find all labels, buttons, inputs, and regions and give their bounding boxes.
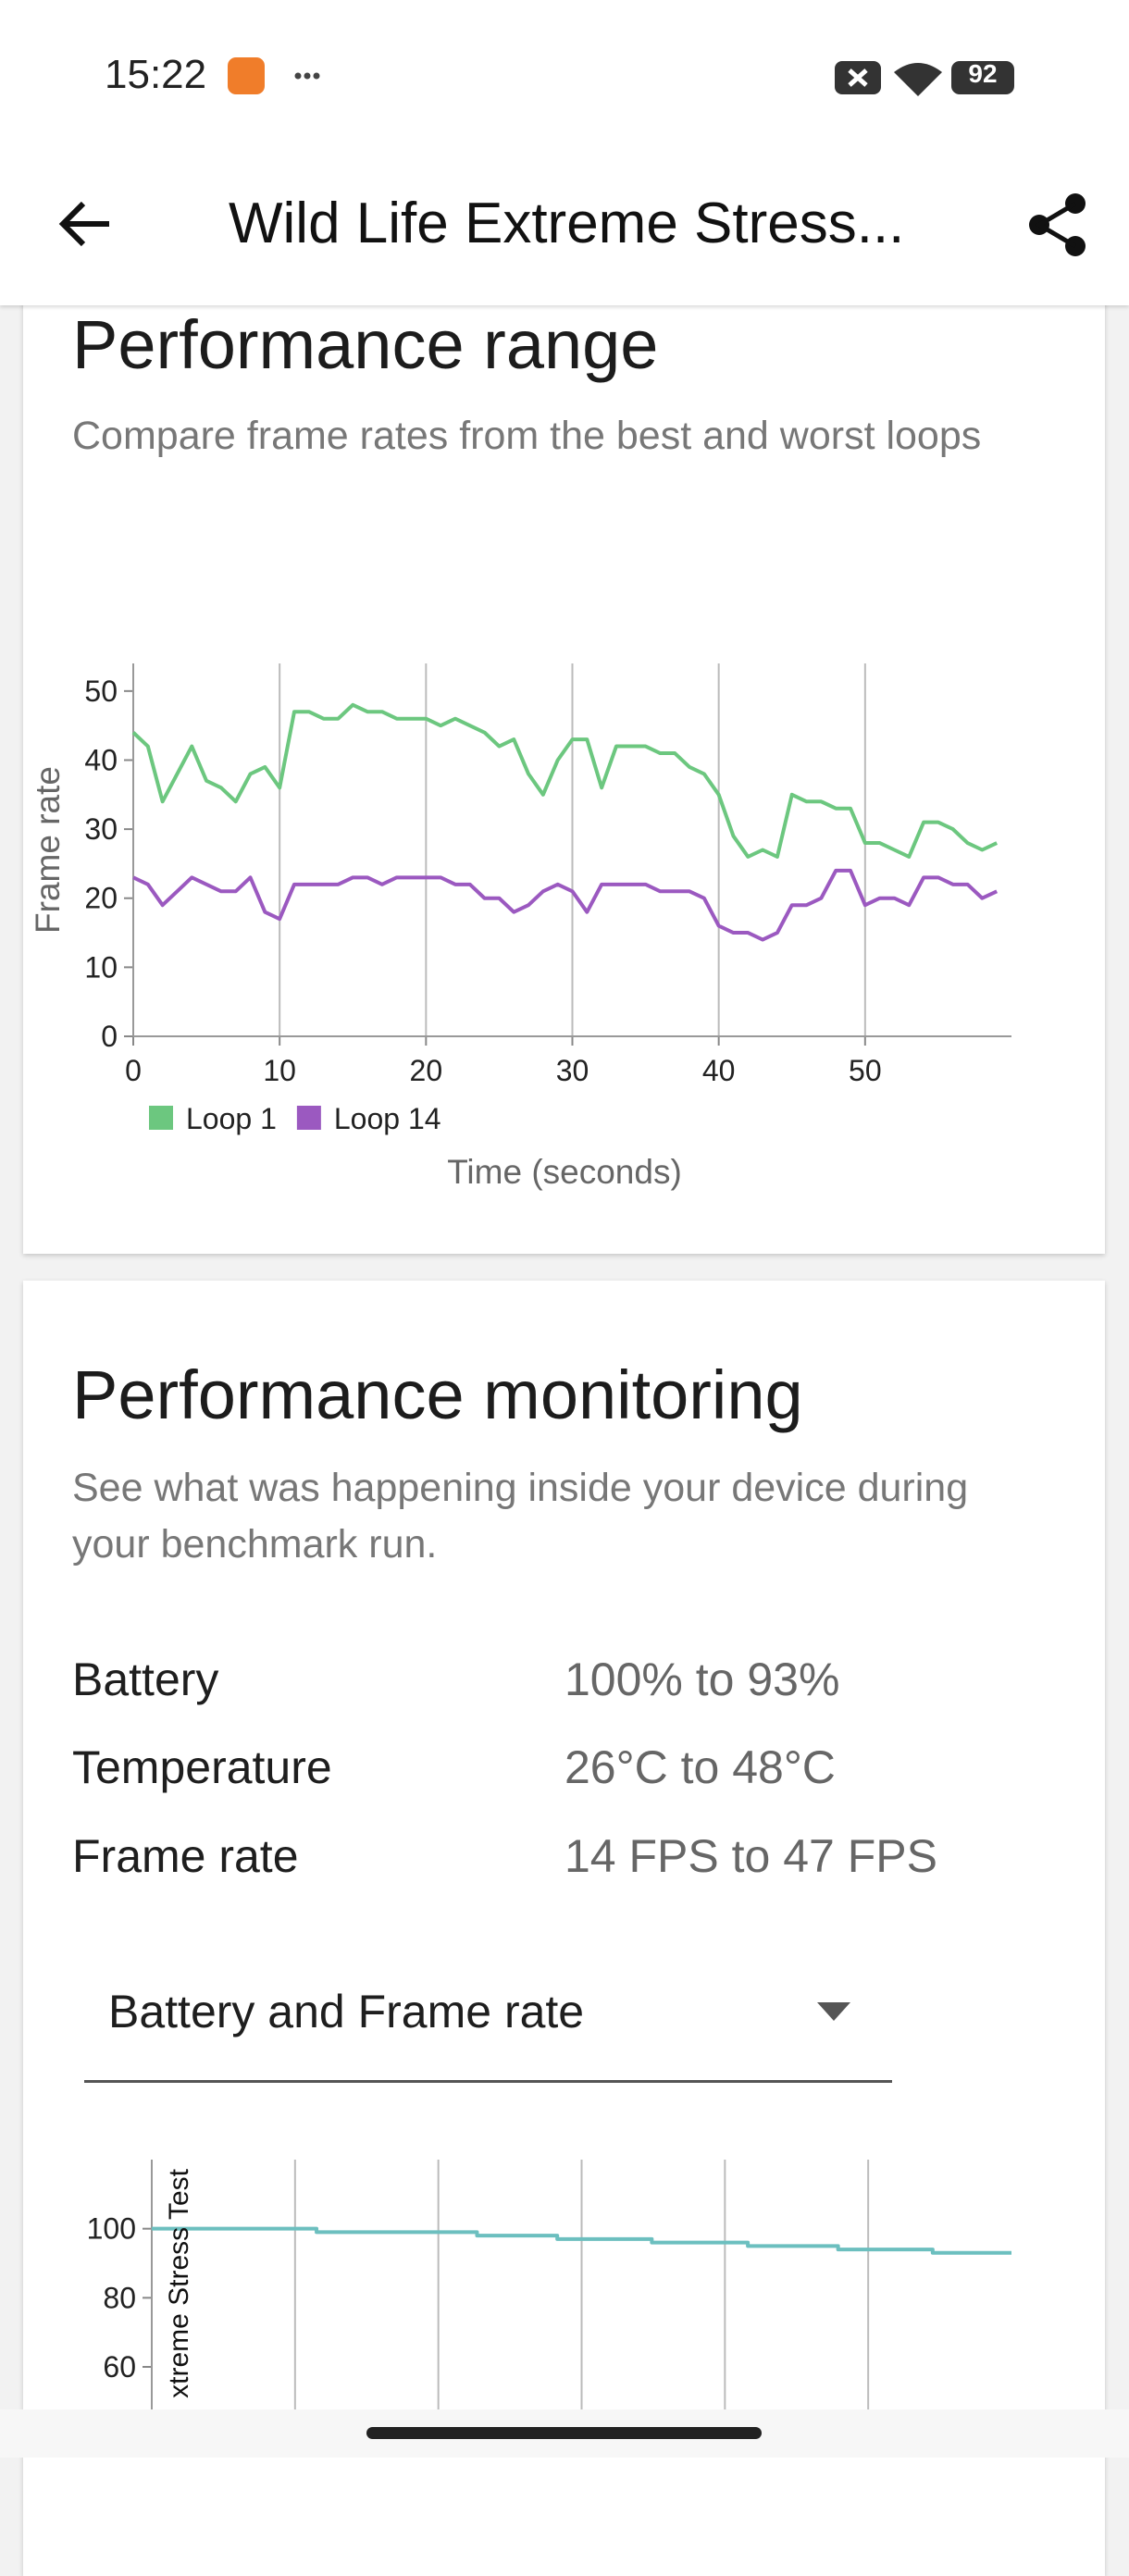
status-right-icons [835,61,1014,96]
legend-swatch [296,1106,321,1130]
y-tick-label: 40 [84,743,118,776]
y-tick-label: 30 [84,812,118,846]
y-axis-label: Frame rate [29,766,67,934]
y-tick-label: 20 [84,882,118,915]
y-tick-label: 100 [87,2212,136,2246]
x-tick-label: 0 [125,1054,142,1087]
app-title: Wild Life Extreme Stress... [229,192,905,255]
legend-swatch [149,1106,173,1130]
charts: 0 10 20 30 40 50 0 10 20 30 40 50 Frame rate Time (se… [29,663,1011,2409]
range-card [23,278,1105,1254]
dropdown[interactable]: Battery and Frame rate [84,1952,892,2083]
x-tick-label: 10 [263,1054,296,1087]
y-axis-label: xtreme Stress Test [164,2168,194,2398]
card-subtitle: See what was happening inside your devic… [72,1466,969,1567]
row-value: 14 FPS to 47 FPS [564,1830,937,1882]
y-tick-label: 50 [84,675,118,708]
card-title: Performance monitoring [72,1356,803,1433]
chart: 0 10 20 30 40 50 0 10 20 30 40 50 Frame rate Time (se… [29,663,1011,1191]
series-line [131,702,999,859]
y-tick-label: 80 [103,2281,136,2314]
card-subtitle: Compare frame rates from the best and wo… [72,414,982,458]
back-button[interactable] [56,194,115,254]
row-label: Battery [72,1653,219,1705]
status-icons [228,57,320,94]
card-title: Performance range [72,306,659,383]
battery-level: 92 [968,59,998,88]
row-value: 26°C to 48°C [564,1741,836,1793]
dropdown-arrow [817,2002,850,2021]
x-tick-label: 50 [849,1054,882,1087]
y-tick-label: 60 [103,2350,136,2384]
series-line [152,2226,1011,2255]
row-label: Frame rate [72,1830,299,1882]
monitoring-card [23,1281,1105,2576]
row-label: Temperature [72,1741,332,1793]
chart: 60 80 100 xtreme Stress Test [87,2160,1011,2409]
x-tick-label: 20 [410,1054,443,1087]
y-tick-label: 0 [101,1020,118,1053]
top-bar: 15:22 92 Wild Life Extreme Stress... [0,0,1129,305]
x-tick-label: 40 [702,1054,736,1087]
x-tick-label: 30 [556,1054,589,1087]
legend-label: Loop 14 [334,1102,441,1135]
share-button[interactable] [1027,192,1088,257]
dropdown-text: Battery and Frame rate [108,1986,585,2037]
x-axis-label: Time (seconds) [447,1153,682,1191]
series-line [132,868,999,942]
nav-bar [0,2409,1129,2458]
row-value: 100% to 93% [564,1653,840,1705]
status-time: 15:22 [105,52,207,97]
y-tick-label: 10 [84,950,118,984]
legend-label: Loop 1 [186,1102,277,1135]
home-handle[interactable] [366,2427,762,2439]
